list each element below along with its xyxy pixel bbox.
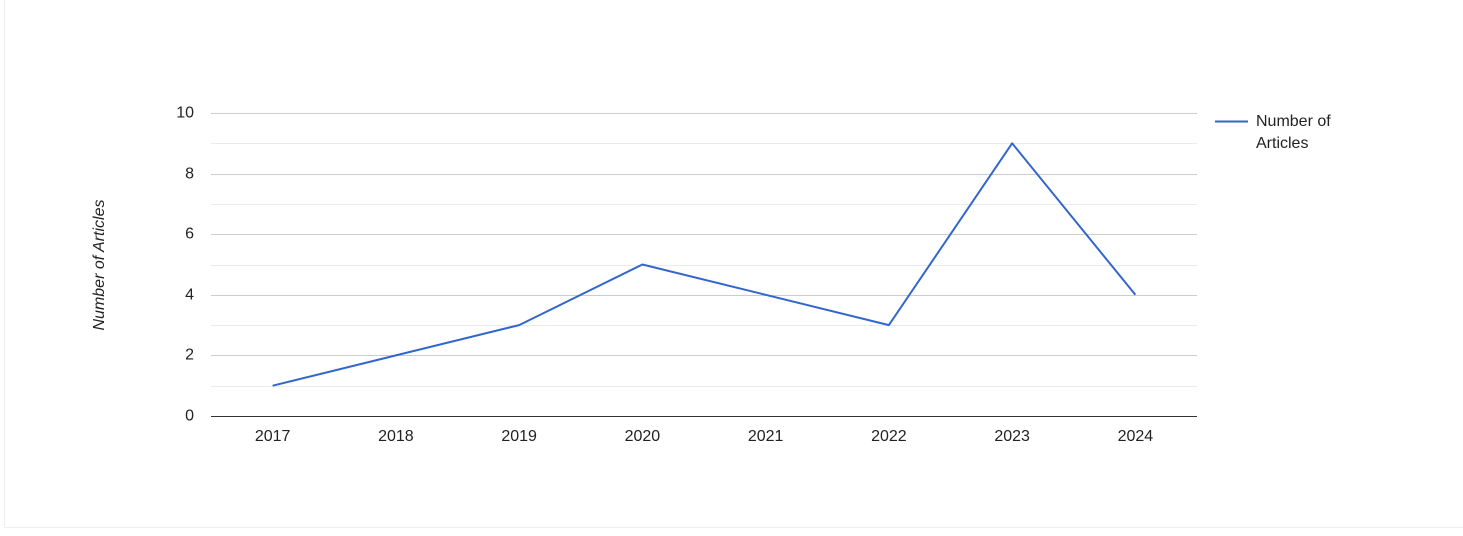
x-tick-label: 2020: [625, 428, 661, 445]
y-tick-label: 8: [185, 166, 194, 183]
y-tick-label: 0: [185, 408, 194, 425]
x-tick-label: 2023: [994, 428, 1030, 445]
x-tick-label: 2024: [1118, 428, 1154, 445]
x-tick-label: 2021: [748, 428, 784, 445]
legend-label: Number of Articles: [1256, 113, 1331, 152]
x-tick-label: 2018: [378, 428, 414, 445]
data-line: [272, 142, 1137, 387]
x-tick-label: 2022: [871, 428, 907, 445]
y-axis-label: Number of Articles: [91, 200, 108, 331]
x-tick-label: 2019: [501, 428, 537, 445]
y-tick-label: 10: [176, 105, 194, 122]
y-tick-label: 2: [185, 347, 194, 364]
x-tick-label: 2017: [255, 428, 291, 445]
y-tick-label: 6: [185, 226, 194, 243]
y-tick-label: 4: [185, 287, 194, 304]
